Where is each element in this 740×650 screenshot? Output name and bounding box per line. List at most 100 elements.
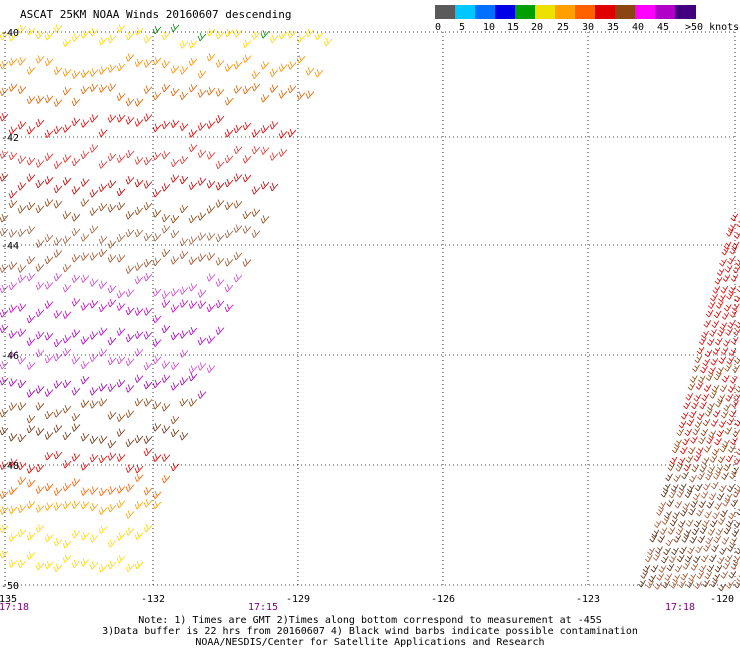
wind-barb — [708, 430, 717, 438]
wind-barb — [179, 204, 189, 214]
y-tick-label: -50 — [1, 581, 19, 592]
wind-barb — [305, 28, 315, 38]
wind-barb — [688, 573, 697, 582]
wind-barb — [26, 27, 36, 36]
wind-barb — [694, 483, 703, 492]
wind-barb — [125, 483, 135, 492]
wind-barb — [647, 547, 655, 556]
wind-barb — [125, 53, 135, 62]
wind-barb — [683, 463, 692, 472]
wind-barb — [80, 500, 90, 510]
wind-barb — [736, 508, 740, 516]
wind-barb — [707, 402, 715, 411]
wind-barb — [701, 457, 710, 465]
wind-barb — [655, 546, 663, 554]
wind-barb — [107, 34, 117, 44]
wind-barb — [656, 573, 665, 581]
wind-barb — [725, 519, 734, 528]
wind-barb — [732, 490, 740, 498]
wind-barb — [728, 511, 736, 520]
wind-barb — [719, 258, 727, 267]
wind-barb — [152, 233, 162, 242]
wind-barb — [8, 458, 18, 467]
wind-barb — [35, 308, 45, 317]
wind-barb — [71, 329, 81, 338]
wind-barb — [720, 509, 728, 518]
wind-barb — [179, 175, 189, 185]
wind-barb — [152, 500, 162, 510]
wind-barb — [125, 306, 135, 316]
wind-barb — [125, 464, 135, 473]
wind-barb — [143, 362, 153, 371]
wind-barb — [670, 581, 678, 589]
wind-barb — [269, 68, 279, 77]
wind-barb — [716, 268, 725, 276]
wind-barb — [170, 214, 180, 224]
wind-barb — [44, 355, 54, 364]
wind-barb — [0, 309, 9, 318]
wind-barb — [35, 385, 45, 394]
wind-barb — [71, 117, 81, 127]
wind-barb — [62, 124, 72, 133]
wind-barb — [653, 520, 662, 528]
wind-barb — [694, 355, 703, 364]
wind-barb — [17, 228, 27, 238]
wind-barb — [71, 387, 81, 396]
wind-barb — [717, 517, 726, 525]
wind-barb — [143, 380, 153, 390]
wind-barb — [116, 499, 126, 509]
wind-barb — [224, 258, 234, 267]
wind-barb — [709, 329, 717, 337]
wind-barb — [26, 157, 36, 166]
wind-barb — [152, 401, 162, 410]
wind-barb — [692, 364, 700, 372]
wind-barb — [188, 214, 198, 224]
wind-barb — [728, 286, 737, 294]
wind-barb — [8, 486, 18, 495]
wind-barb — [179, 377, 189, 386]
wind-barb — [712, 286, 721, 294]
wind-barb — [712, 347, 721, 355]
wind-barb — [224, 129, 234, 138]
wind-barb — [8, 57, 18, 67]
wind-barb — [26, 255, 36, 265]
wind-barb — [725, 454, 734, 463]
wind-barb — [80, 30, 90, 39]
wind-barb — [107, 83, 117, 92]
wind-barb — [242, 225, 252, 234]
wind-barb — [0, 524, 9, 533]
wind-barb — [44, 233, 54, 243]
wind-barb — [35, 524, 45, 533]
wind-barb — [206, 273, 216, 282]
wind-barb — [161, 213, 171, 223]
wind-barb — [702, 482, 711, 491]
wind-barb — [708, 367, 716, 375]
wind-barb — [62, 284, 72, 293]
wind-barb — [687, 382, 696, 391]
wind-barb — [98, 235, 108, 245]
wind-barb — [8, 190, 18, 199]
wind-barb — [727, 385, 736, 393]
wind-barb — [733, 458, 740, 465]
wind-barb — [143, 258, 153, 268]
wind-barb — [0, 461, 9, 470]
wind-barb — [35, 562, 45, 571]
wind-barb — [89, 502, 99, 512]
wind-barb — [646, 581, 654, 589]
wind-barb — [0, 150, 9, 159]
wind-barb — [206, 86, 216, 96]
wind-barb — [152, 56, 162, 66]
wind-barb — [714, 437, 722, 446]
wind-barb — [17, 433, 27, 443]
wind-barb — [718, 583, 726, 592]
wind-barb — [35, 485, 45, 494]
wind-barb — [107, 411, 117, 420]
wind-barb — [731, 529, 740, 537]
wind-barb — [206, 364, 216, 374]
wind-barb — [143, 59, 153, 68]
wind-barb — [699, 401, 707, 410]
wind-barb — [686, 580, 694, 588]
wind-barb — [709, 455, 718, 463]
legend-swatch — [575, 5, 596, 19]
